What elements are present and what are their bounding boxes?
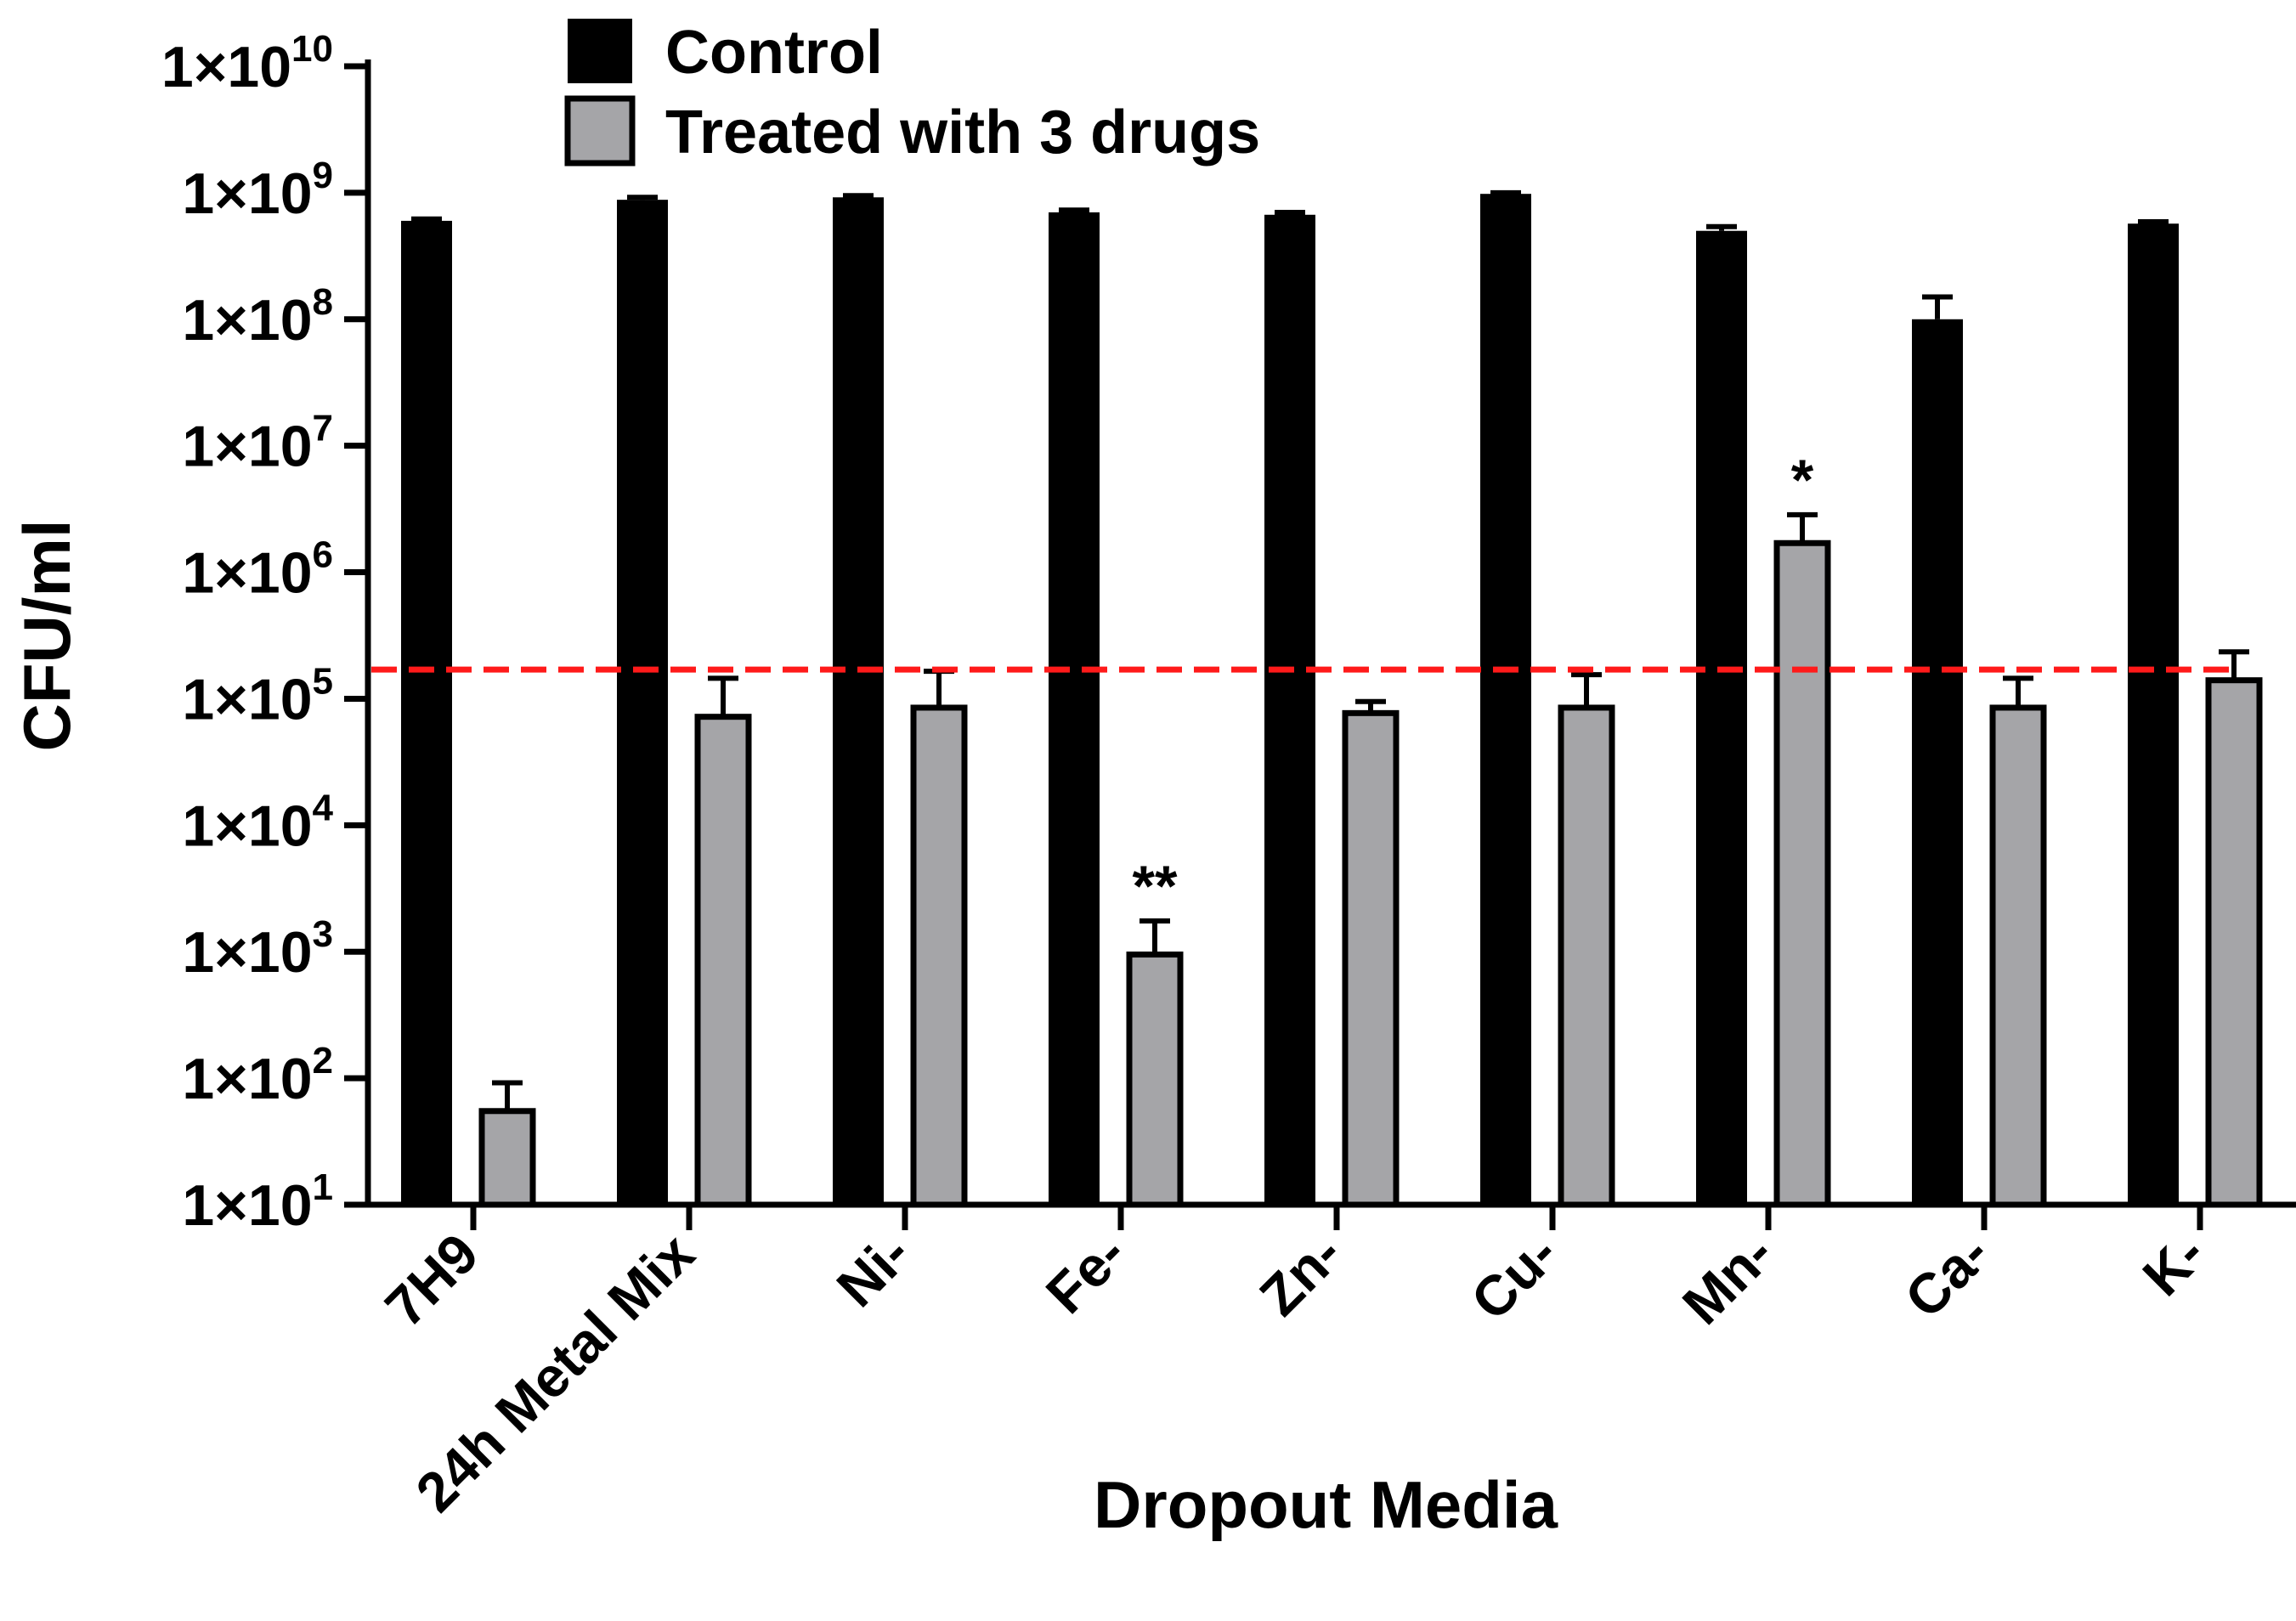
legend-swatch-treated	[564, 95, 636, 167]
y-tick-exponent: 3	[313, 913, 333, 955]
bar-control	[401, 220, 452, 1206]
y-tick-base: 1×10	[182, 667, 312, 731]
y-tick-base: 1×10	[182, 415, 312, 479]
y-tick-exponent: 4	[313, 787, 334, 828]
bar-treated	[1558, 704, 1615, 1208]
y-tick-label: 1×104	[182, 787, 333, 858]
y-tick-exponent: 5	[313, 660, 333, 702]
y-tick-base: 1×10	[182, 1173, 312, 1238]
bar-treated	[478, 1108, 536, 1208]
x-tick-label: K-	[2130, 1222, 2217, 1308]
bar-treated	[2205, 677, 2263, 1208]
y-tick-base: 1×10	[161, 35, 291, 99]
y-tick-base: 1×10	[182, 161, 312, 226]
significance-marker: **	[1133, 854, 1178, 918]
y-tick-label: 1×109	[182, 155, 333, 226]
bar-treated	[694, 714, 752, 1208]
bar-control	[1264, 214, 1315, 1205]
y-tick-exponent: 10	[291, 28, 333, 70]
y-tick-label: 1×101	[182, 1166, 333, 1238]
y-tick-exponent: 7	[313, 408, 333, 449]
x-tick-label: Mn-	[1671, 1222, 1785, 1336]
bar-control	[1480, 194, 1531, 1206]
bar-control	[2128, 223, 2179, 1205]
y-axis-title: CFU/ml	[9, 520, 84, 752]
y-tick-exponent: 6	[313, 534, 333, 576]
bar-treated	[1126, 952, 1184, 1208]
x-tick-label: Ca-	[1892, 1222, 2001, 1330]
x-tick-label: Fe-	[1034, 1222, 1138, 1325]
y-tick-base: 1×10	[182, 288, 312, 353]
y-tick-exponent: 8	[313, 281, 333, 323]
y-tick-exponent: 9	[313, 155, 333, 196]
bar-treated	[1342, 709, 1400, 1208]
y-tick-label: 1×103	[182, 913, 333, 985]
y-tick-base: 1×10	[182, 1047, 312, 1111]
y-tick-label: 1×1010	[161, 28, 333, 99]
bar-control	[833, 197, 884, 1205]
y-tick-base: 1×10	[182, 541, 312, 606]
bar-control	[1912, 319, 1963, 1205]
y-tick-label: 1×107	[182, 408, 333, 479]
bar-treated	[1989, 704, 2047, 1208]
y-tick-label: 1×105	[182, 660, 333, 731]
x-tick-label: Cu-	[1459, 1222, 1569, 1332]
y-tick-exponent: 1	[313, 1166, 333, 1208]
legend-swatch-control	[568, 19, 632, 83]
legend: Control Treated with 3 drugs	[564, 19, 1260, 167]
y-tick-base: 1×10	[182, 794, 312, 858]
x-tick-label: Zn-	[1247, 1222, 1354, 1328]
significance-marker: *	[1791, 448, 1814, 512]
y-tick-label: 1×106	[182, 534, 333, 606]
bar-treated	[910, 704, 968, 1208]
x-tick-label: 7H9	[373, 1222, 490, 1339]
bar-treated	[1773, 539, 1831, 1208]
legend-label: Treated with 3 drugs	[665, 99, 1260, 167]
legend-label: Control	[665, 19, 883, 87]
x-tick-label: Ni-	[824, 1222, 922, 1319]
x-axis-title: Dropout Media	[1094, 1467, 1558, 1542]
y-tick-label: 1×102	[182, 1040, 333, 1111]
y-tick-label: 1×108	[182, 281, 333, 353]
bar-control	[1049, 212, 1100, 1206]
y-tick-base: 1×10	[182, 920, 312, 985]
bar-control	[1696, 230, 1747, 1205]
y-tick-exponent: 2	[313, 1040, 333, 1082]
bar-control	[617, 200, 668, 1206]
